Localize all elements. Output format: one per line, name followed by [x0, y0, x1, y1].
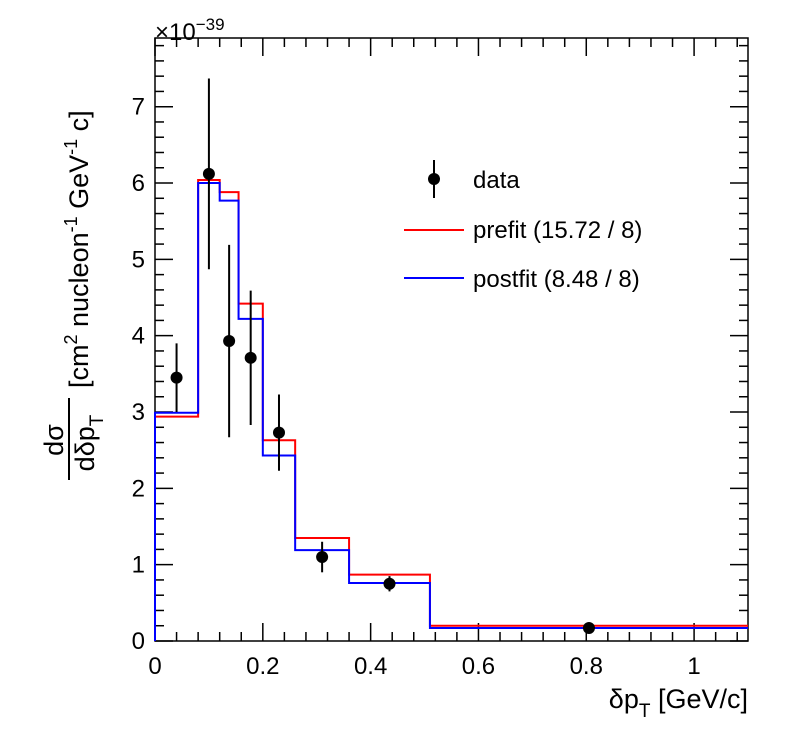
legend: data prefit (15.72 / 8) postfit (8.48 / … [404, 160, 642, 293]
plot-frame-group [154, 37, 749, 642]
tick-labels-group: 0 0.2 0.4 0.6 0.8 1 0 1 2 3 4 5 6 7 [132, 94, 701, 680]
data-point [244, 351, 257, 364]
x-axis-title: δpT [GeV/c] [609, 684, 748, 722]
legend-entry-postfit: postfit (8.48 / 8) [404, 266, 640, 293]
data-point [383, 577, 396, 590]
data-point [272, 426, 285, 439]
x-tick-label: 0.2 [246, 653, 279, 680]
series-group [154, 78, 748, 641]
legend-entry-prefit: prefit (15.72 / 8) [404, 217, 642, 244]
data-point [202, 167, 215, 180]
y-axis-units: [cm2 nucleon-1 GeV-1 c] [61, 110, 94, 388]
ticks-group [154, 38, 748, 642]
exponent-label: ×10−39 [155, 15, 225, 46]
data-point [170, 371, 183, 384]
x-tick-label: 0.8 [570, 653, 603, 680]
x-tick-label: 1 [687, 653, 700, 680]
legend-label-prefit: prefit (15.72 / 8) [473, 217, 642, 244]
legend-entry-data: data [428, 160, 520, 198]
y-axis-title: dσ dδpT [cm2 nucleon-1 GeV-1 c] [39, 110, 108, 480]
y-tick-label: 2 [132, 475, 145, 502]
y-tick-label: 4 [132, 323, 145, 350]
series-line-prefit [154, 178, 748, 641]
y-tick-label: 1 [132, 552, 145, 579]
legend-label-postfit: postfit (8.48 / 8) [473, 266, 640, 293]
x-tick-label: 0.4 [354, 653, 387, 680]
y-tick-label: 5 [132, 246, 145, 273]
y-tick-label: 3 [132, 399, 145, 426]
data-point [223, 335, 236, 348]
x-tick-label: 0.6 [462, 653, 495, 680]
y-axis-fraction-numerator: dσ [39, 424, 69, 456]
data-point [316, 551, 329, 564]
y-axis-fraction-denominator: dδpT [70, 414, 108, 471]
x-tick-label: 0 [148, 653, 161, 680]
legend-data-marker [428, 173, 440, 185]
plot-frame [154, 37, 749, 642]
y-tick-label: 0 [132, 628, 145, 655]
y-tick-label: 6 [132, 170, 145, 197]
y-tick-label: 7 [132, 94, 145, 121]
data-point [582, 622, 595, 635]
legend-label-data: data [473, 167, 520, 194]
series-line-postfit [154, 182, 748, 641]
